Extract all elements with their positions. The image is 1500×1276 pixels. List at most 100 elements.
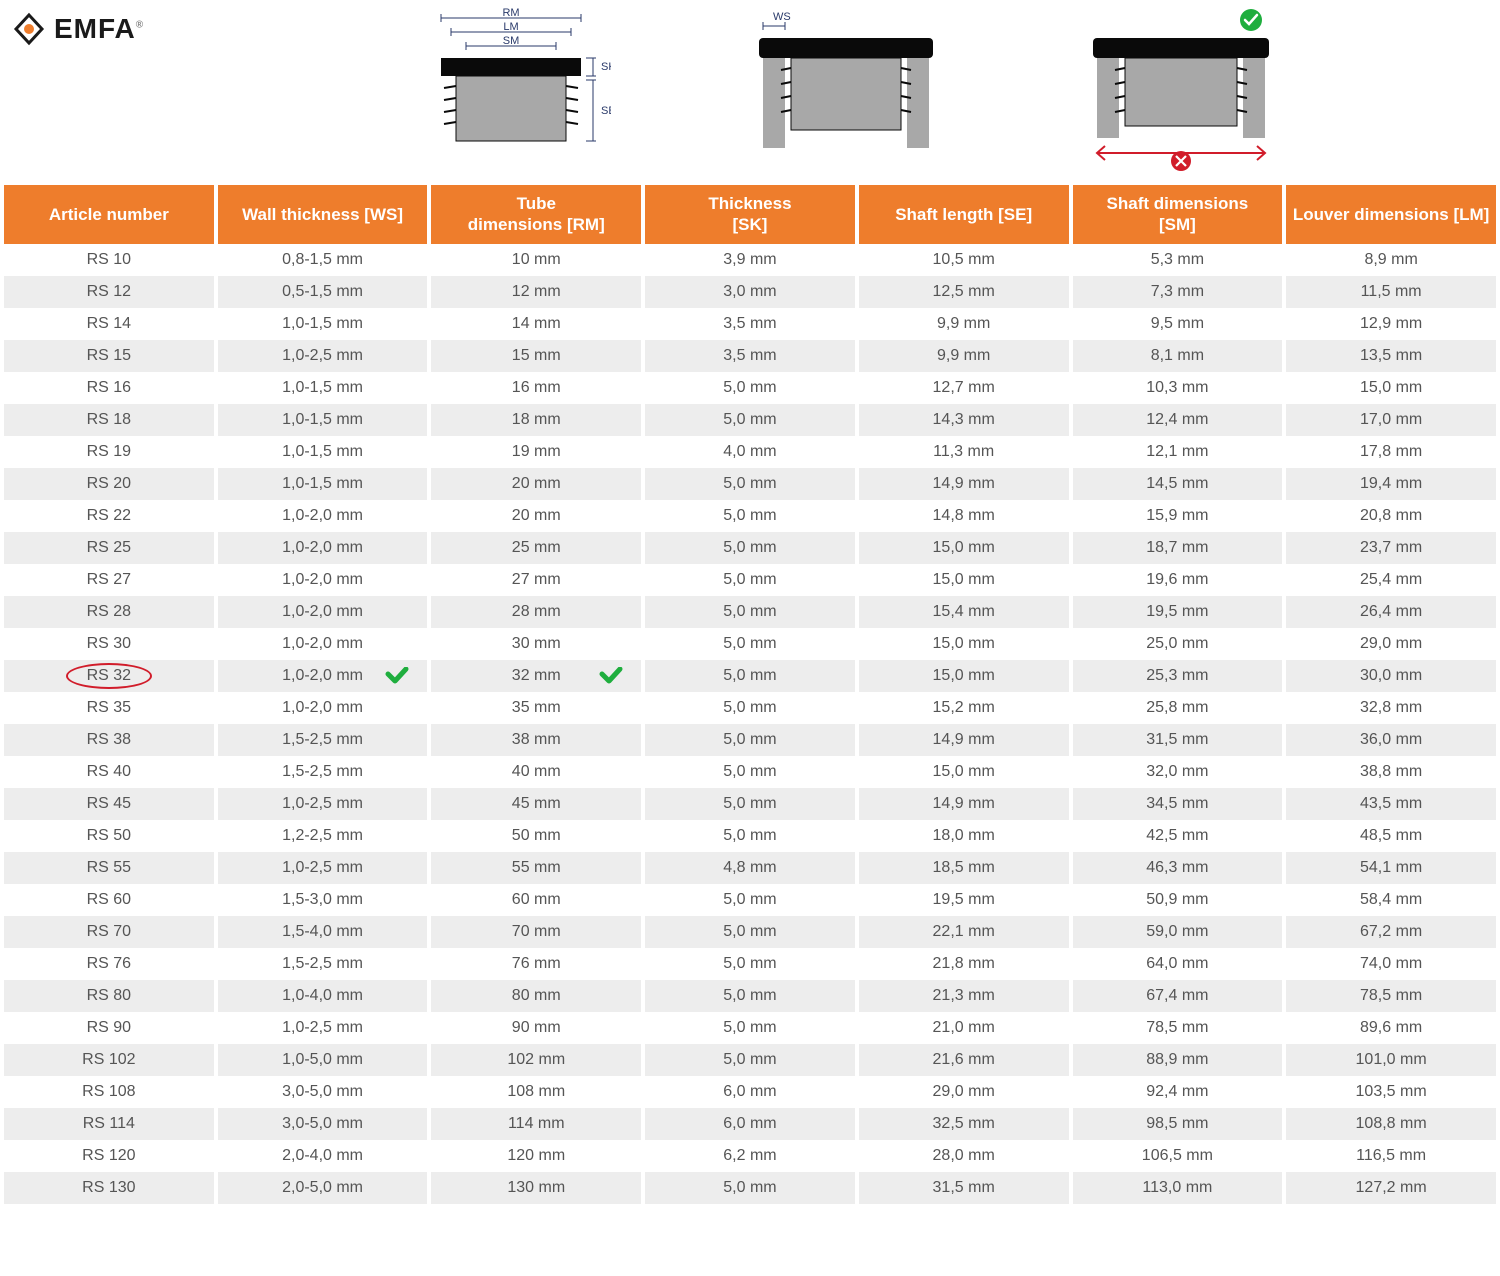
table-cell: 15,0 mm xyxy=(859,756,1069,788)
table-cell: RS 12 xyxy=(4,276,214,308)
table-cell: 46,3 mm xyxy=(1073,852,1283,884)
svg-text:SK: SK xyxy=(601,61,611,73)
table-cell: 67,2 mm xyxy=(1286,916,1496,948)
check-icon xyxy=(385,667,409,685)
table-body: RS 100,8-1,5 mm10 mm3,9 mm10,5 mm5,3 mm8… xyxy=(4,244,1496,1204)
table-cell: 6,0 mm xyxy=(645,1076,855,1108)
table-row: RS 120,5-1,5 mm12 mm3,0 mm12,5 mm7,3 mm1… xyxy=(4,276,1496,308)
table-cell: 38 mm xyxy=(431,724,641,756)
table-cell: RS 45 xyxy=(4,788,214,820)
table-row: RS 251,0-2,0 mm25 mm5,0 mm15,0 mm18,7 mm… xyxy=(4,532,1496,564)
table-row: RS 701,5-4,0 mm70 mm5,0 mm22,1 mm59,0 mm… xyxy=(4,916,1496,948)
table-row: RS 601,5-3,0 mm60 mm5,0 mm19,5 mm50,9 mm… xyxy=(4,884,1496,916)
table-cell: 5,0 mm xyxy=(645,1012,855,1044)
table-cell: RS 28 xyxy=(4,596,214,628)
table-cell: 8,1 mm xyxy=(1073,340,1283,372)
table-cell: 19,4 mm xyxy=(1286,468,1496,500)
table-cell: 28,0 mm xyxy=(859,1140,1069,1172)
table-row: RS 801,0-4,0 mm80 mm5,0 mm21,3 mm67,4 mm… xyxy=(4,980,1496,1012)
table-cell: 15 mm xyxy=(431,340,641,372)
table-cell: 17,8 mm xyxy=(1286,436,1496,468)
table-cell: 120 mm xyxy=(431,1140,641,1172)
table-cell: 5,0 mm xyxy=(645,724,855,756)
header-area: EMFA® RM LM SM xyxy=(0,0,1500,185)
table-row: RS 1083,0-5,0 mm108 mm6,0 mm29,0 mm92,4 … xyxy=(4,1076,1496,1108)
table-row: RS 1302,0-5,0 mm130 mm5,0 mm31,5 mm113,0… xyxy=(4,1172,1496,1204)
table-cell: 29,0 mm xyxy=(1286,628,1496,660)
table-cell: 12,9 mm xyxy=(1286,308,1496,340)
table-cell: 114 mm xyxy=(431,1108,641,1140)
table-cell: 5,0 mm xyxy=(645,980,855,1012)
table-cell: 11,3 mm xyxy=(859,436,1069,468)
table-cell: 10,3 mm xyxy=(1073,372,1283,404)
table-cell: 6,0 mm xyxy=(645,1108,855,1140)
table-cell: 27 mm xyxy=(431,564,641,596)
column-header: Wall thickness [WS] xyxy=(218,185,428,244)
table-cell: RS 14 xyxy=(4,308,214,340)
table-cell: 1,0-2,5 mm xyxy=(218,852,428,884)
brand-name: EMFA® xyxy=(54,13,144,45)
table-cell: 78,5 mm xyxy=(1286,980,1496,1012)
table-row: RS 401,5-2,5 mm40 mm5,0 mm15,0 mm32,0 mm… xyxy=(4,756,1496,788)
table-cell: 5,0 mm xyxy=(645,468,855,500)
spec-table-container: Article numberWall thickness [WS]Tubedim… xyxy=(0,185,1500,1204)
table-row: RS 141,0-1,5 mm14 mm3,5 mm9,9 mm9,5 mm12… xyxy=(4,308,1496,340)
table-cell: 23,7 mm xyxy=(1286,532,1496,564)
table-row: RS 1143,0-5,0 mm114 mm6,0 mm32,5 mm98,5 … xyxy=(4,1108,1496,1140)
table-cell: 18,0 mm xyxy=(859,820,1069,852)
table-cell: 106,5 mm xyxy=(1073,1140,1283,1172)
table-cell: 1,0-2,5 mm xyxy=(218,1012,428,1044)
table-row: RS 151,0-2,5 mm15 mm3,5 mm9,9 mm8,1 mm13… xyxy=(4,340,1496,372)
table-cell: 18,7 mm xyxy=(1073,532,1283,564)
table-row: RS 761,5-2,5 mm76 mm5,0 mm21,8 mm64,0 mm… xyxy=(4,948,1496,980)
table-cell: 5,0 mm xyxy=(645,564,855,596)
table-cell: 31,5 mm xyxy=(859,1172,1069,1204)
table-cell: RS 60 xyxy=(4,884,214,916)
table-row: RS 100,8-1,5 mm10 mm3,9 mm10,5 mm5,3 mm8… xyxy=(4,244,1496,276)
table-cell: 19,6 mm xyxy=(1073,564,1283,596)
table-cell: 14,9 mm xyxy=(859,468,1069,500)
table-cell: 43,5 mm xyxy=(1286,788,1496,820)
table-cell: 9,5 mm xyxy=(1073,308,1283,340)
table-cell: 50,9 mm xyxy=(1073,884,1283,916)
table-cell: 74,0 mm xyxy=(1286,948,1496,980)
diagram-ws: WS xyxy=(751,8,941,173)
table-cell: 45 mm xyxy=(431,788,641,820)
table-cell: 15,0 mm xyxy=(859,564,1069,596)
table-cell: RS 25 xyxy=(4,532,214,564)
table-cell: 20 mm xyxy=(431,500,641,532)
table-cell: 3,9 mm xyxy=(645,244,855,276)
table-cell: 48,5 mm xyxy=(1286,820,1496,852)
table-cell: 55 mm xyxy=(431,852,641,884)
svg-text:SE: SE xyxy=(601,105,611,117)
table-cell: 19,5 mm xyxy=(1073,596,1283,628)
table-cell: 4,0 mm xyxy=(645,436,855,468)
table-cell: RS 10 xyxy=(4,244,214,276)
table-cell: 9,9 mm xyxy=(859,308,1069,340)
table-cell: 13,5 mm xyxy=(1286,340,1496,372)
table-cell: 50 mm xyxy=(431,820,641,852)
table-cell: 116,5 mm xyxy=(1286,1140,1496,1172)
table-cell: 1,0-1,5 mm xyxy=(218,308,428,340)
table-cell: 108,8 mm xyxy=(1286,1108,1496,1140)
table-cell: 127,2 mm xyxy=(1286,1172,1496,1204)
table-cell: 18 mm xyxy=(431,404,641,436)
table-cell: 108 mm xyxy=(431,1076,641,1108)
table-cell: 1,0-2,0 mm xyxy=(218,692,428,724)
table-cell: 20,8 mm xyxy=(1286,500,1496,532)
table-cell: 5,0 mm xyxy=(645,756,855,788)
table-cell: 1,0-5,0 mm xyxy=(218,1044,428,1076)
brand-logo-icon xyxy=(12,12,46,46)
table-cell: 58,4 mm xyxy=(1286,884,1496,916)
table-row: RS 1202,0-4,0 mm120 mm6,2 mm28,0 mm106,5… xyxy=(4,1140,1496,1172)
table-cell: 1,0-2,0 mm xyxy=(218,500,428,532)
svg-text:RM: RM xyxy=(503,8,520,19)
column-header: Article number xyxy=(4,185,214,244)
svg-text:LM: LM xyxy=(503,21,518,33)
table-cell: 1,5-4,0 mm xyxy=(218,916,428,948)
table-row: RS 451,0-2,5 mm45 mm5,0 mm14,9 mm34,5 mm… xyxy=(4,788,1496,820)
table-cell: 67,4 mm xyxy=(1073,980,1283,1012)
table-cell: 19,5 mm xyxy=(859,884,1069,916)
table-cell: 11,5 mm xyxy=(1286,276,1496,308)
table-cell: 15,2 mm xyxy=(859,692,1069,724)
